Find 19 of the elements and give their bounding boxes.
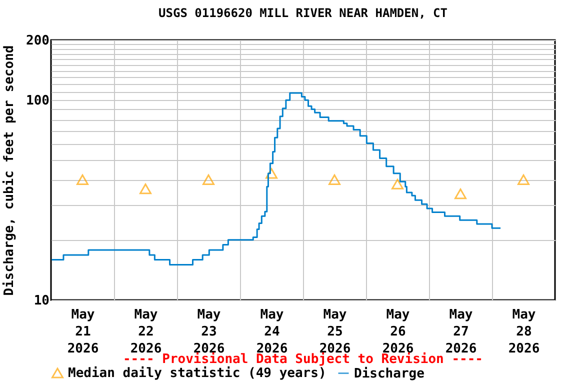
point bbox=[266, 168, 278, 179]
x-tick-label: May 27 2026 bbox=[445, 308, 477, 356]
y-tick-label: 100 bbox=[26, 94, 50, 109]
y-tick-label: 200 bbox=[26, 34, 50, 48]
point bbox=[518, 174, 530, 185]
chart-title: USGS 01196620 MILL RIVER NEAR HAMDEN, CT bbox=[158, 6, 448, 20]
legend-label: Median daily statistic (49 years) bbox=[68, 366, 326, 381]
point bbox=[454, 188, 466, 200]
legend-label: Discharge bbox=[354, 366, 425, 382]
x-tick-label: May 28 2026 bbox=[508, 308, 540, 356]
y-tick-label: 10 bbox=[34, 294, 50, 308]
point bbox=[328, 174, 340, 185]
point bbox=[140, 184, 152, 194]
x-tick-label: May 21 2026 bbox=[67, 308, 99, 356]
y-axis-title: Discharge, cubic feet per second bbox=[2, 45, 18, 296]
point bbox=[76, 174, 88, 185]
point bbox=[202, 174, 214, 185]
point bbox=[392, 178, 404, 190]
x-tick-label: May 22 2026 bbox=[130, 308, 162, 356]
